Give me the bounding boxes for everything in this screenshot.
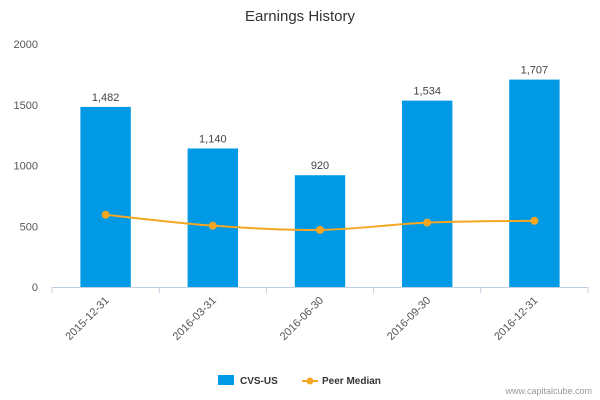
- legend[interactable]: CVS-US Peer Median: [218, 375, 381, 387]
- legend-swatch-cvs-us: [218, 375, 234, 385]
- y-tick-label: 1500: [14, 100, 38, 112]
- bar-cvs-us[interactable]: [187, 148, 238, 287]
- peer-median-point[interactable]: [101, 210, 110, 219]
- y-tick-label: 500: [20, 221, 38, 233]
- bar-data-label: 1,482: [92, 92, 120, 104]
- y-tick-label: 1000: [14, 161, 38, 173]
- bar-data-label: 920: [311, 160, 329, 172]
- bar-cvs-us[interactable]: [402, 100, 453, 287]
- x-axis: 2015-12-31 2016-03-31 2016-06-30 2016-09-30…: [51, 287, 589, 343]
- peer-median-point[interactable]: [208, 221, 217, 230]
- bar-data-label: 1,707: [521, 65, 549, 77]
- peer-median-point[interactable]: [530, 216, 539, 225]
- peer-median-series: [101, 210, 539, 234]
- bar-cvs-us[interactable]: [80, 106, 131, 287]
- peer-median-point[interactable]: [423, 218, 432, 227]
- x-tick-label: 2016-06-30: [278, 295, 326, 343]
- chart-title: Earnings History: [245, 8, 356, 25]
- bar-cvs-us[interactable]: [509, 79, 560, 287]
- bar-data-label: 1,534: [413, 86, 441, 98]
- bar-data-labels: 1,482 1,140 920 1,534 1,707: [92, 65, 548, 173]
- cvs-us-bars: [80, 79, 560, 287]
- x-tick-label: 2016-12-31: [492, 295, 540, 343]
- x-tick-label: 2016-03-31: [171, 295, 219, 343]
- peer-median-point[interactable]: [316, 225, 324, 234]
- x-tick-label: 2015-12-31: [63, 295, 111, 343]
- legend-swatch-peer-median-dot: [306, 377, 314, 385]
- y-tick-label: 0: [32, 282, 38, 294]
- y-tick-label: 2000: [14, 39, 38, 51]
- legend-label-cvs-us[interactable]: CVS-US: [240, 376, 278, 387]
- bar-data-label: 1,140: [199, 133, 227, 145]
- x-tick-label: 2016-09-30: [385, 295, 433, 343]
- legend-label-peer-median[interactable]: Peer Median: [322, 376, 381, 387]
- source-credit: www.capitalcube.com: [504, 386, 592, 396]
- y-axis: 0 500 1000 1500 2000: [14, 39, 38, 294]
